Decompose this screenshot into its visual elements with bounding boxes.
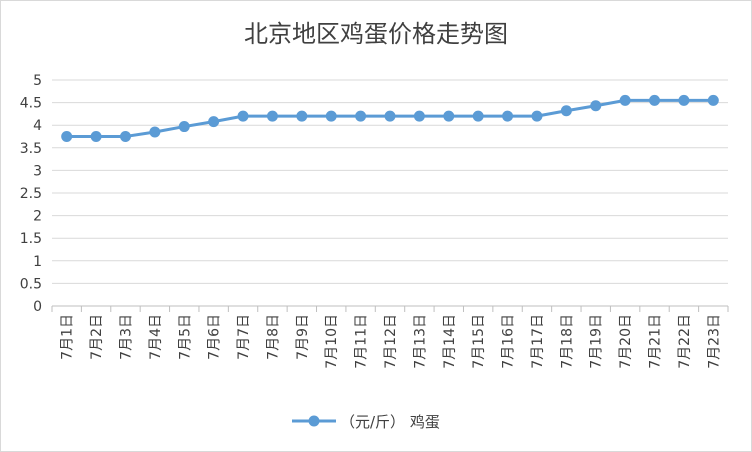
legend: （元/斤） 鸡蛋 [292, 413, 440, 431]
data-point [678, 94, 690, 106]
x-tick-label: 7月15日 [471, 314, 487, 369]
data-point [119, 131, 131, 142]
y-tick-label: 4.5 [20, 96, 42, 112]
x-tick-label: 7月16日 [501, 314, 517, 369]
data-point [560, 105, 572, 117]
x-tick-label: 7月17日 [530, 314, 546, 369]
y-tick-label: 2 [33, 209, 42, 225]
data-point [149, 126, 161, 138]
data-point [355, 110, 367, 122]
data-point [619, 94, 631, 106]
x-tick-label: 7月2日 [89, 314, 105, 360]
gridlines [52, 79, 728, 307]
x-tick-label: 7月18日 [559, 314, 575, 369]
y-tick-label: 3 [33, 163, 42, 179]
data-point [296, 110, 308, 122]
series-group [61, 94, 719, 142]
y-tick-label: 0.5 [20, 276, 42, 292]
y-tick-label: 1 [33, 254, 42, 270]
x-tick-label: 7月22日 [677, 314, 693, 369]
data-point [649, 94, 661, 106]
data-point [61, 131, 73, 142]
chart-title: 北京地区鸡蛋价格走势图 [244, 20, 508, 48]
data-point [237, 110, 249, 122]
y-tick-label: 5 [33, 73, 42, 89]
data-point [266, 110, 278, 122]
x-tick-label: 7月9日 [295, 314, 311, 360]
y-axis: 0 0.5 1 1.5 2 2.5 3 3.5 4 4.5 5 [20, 73, 42, 315]
x-tick-label: 7月3日 [118, 314, 134, 360]
y-tick-label: 1.5 [20, 231, 42, 247]
data-point [384, 110, 396, 122]
data-point [413, 110, 425, 122]
data-point [178, 121, 190, 133]
x-tick-label: 7月23日 [706, 314, 722, 369]
x-tick-label: 7月4日 [148, 314, 164, 360]
data-point [472, 110, 484, 122]
x-tick-label: 7月14日 [442, 314, 458, 369]
y-tick-label: 3.5 [20, 141, 42, 157]
x-tick-label: 7月10日 [324, 314, 340, 369]
x-tick-label: 7月21日 [648, 314, 664, 369]
data-point [90, 131, 102, 142]
legend-label: （元/斤） 鸡蛋 [340, 413, 440, 431]
x-tick-label: 7月20日 [618, 314, 634, 369]
x-tick-label: 7月13日 [412, 314, 428, 369]
data-point [590, 100, 602, 112]
data-point [325, 110, 337, 122]
data-point [443, 110, 455, 122]
x-tick-label: 7月1日 [60, 314, 76, 360]
data-point [208, 116, 220, 128]
data-point [502, 110, 514, 122]
x-tick-label: 7月12日 [383, 314, 399, 369]
x-tick-label: 7月11日 [354, 314, 370, 369]
data-point [707, 94, 719, 106]
x-tick-label: 7月19日 [589, 314, 605, 369]
x-tick-label: 7月5日 [177, 314, 193, 360]
data-point [531, 110, 543, 122]
x-tick-label: 7月7日 [236, 314, 252, 360]
y-tick-label: 4 [33, 118, 42, 134]
y-tick-label: 2.5 [20, 186, 42, 202]
legend-marker [308, 415, 320, 427]
x-tick-label: 7月6日 [207, 314, 223, 360]
x-tick-label: 7月8日 [265, 314, 281, 360]
y-tick-label: 0 [33, 299, 42, 315]
x-axis: 7月1日 7月2日 7月3日 7月4日 7月5日 7月6日 7月7日 7月8日 7月9日 7月10… [51, 305, 729, 369]
